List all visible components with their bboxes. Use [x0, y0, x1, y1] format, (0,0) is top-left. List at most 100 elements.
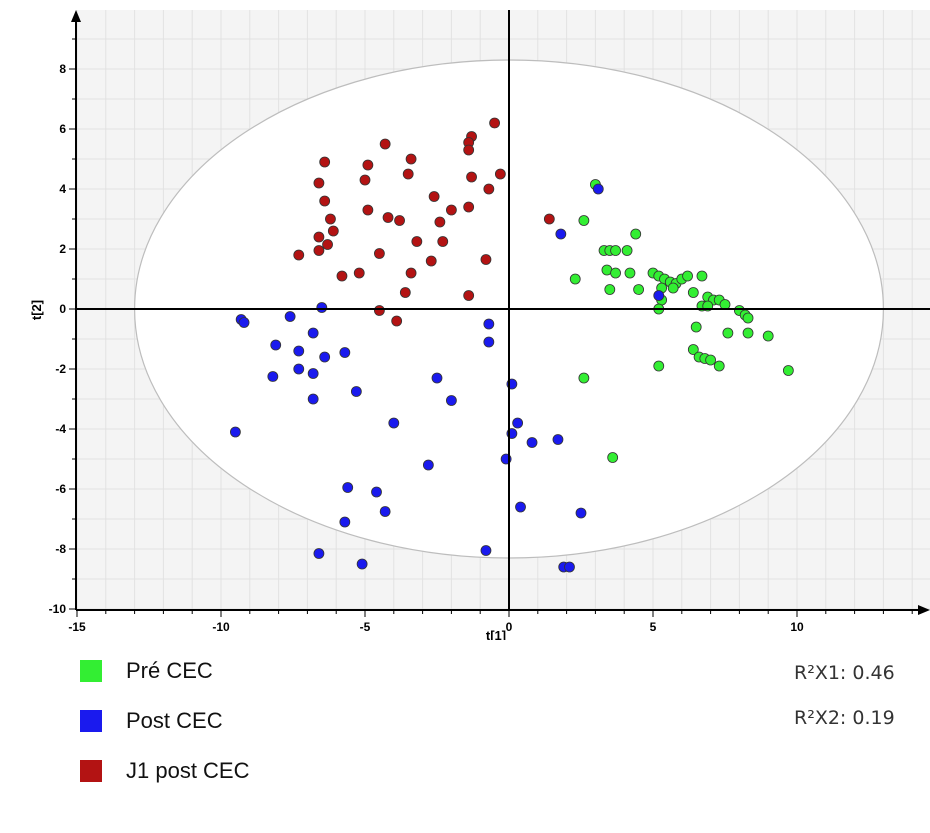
point-j1-post-cec: [362, 204, 374, 216]
point-j1-post-cec: [336, 270, 348, 282]
point-post-cec: [379, 506, 391, 517]
y-tick-label: -4: [55, 422, 66, 436]
point-pr-cec: [653, 360, 665, 372]
point-post-cec: [431, 372, 443, 384]
point-pr-cec: [578, 372, 590, 384]
point-j1-post-cec: [466, 171, 477, 183]
y-tick-label: -8: [55, 542, 66, 556]
point-j1-post-cec: [319, 195, 331, 207]
point-post-cec: [293, 363, 305, 375]
point-pr-cec: [624, 267, 636, 279]
point-post-cec: [339, 516, 351, 528]
point-post-cec: [313, 548, 325, 559]
point-j1-post-cec: [313, 177, 325, 189]
point-j1-post-cec: [399, 287, 411, 298]
point-pr-cec: [569, 273, 581, 285]
legend-item-post-cec: Post CEC: [80, 698, 440, 744]
legend-label: Post CEC: [126, 708, 223, 733]
point-post-cec: [388, 417, 400, 429]
point-post-cec: [422, 459, 434, 471]
x-axis-arrow: [918, 605, 930, 615]
point-j1-post-cec: [483, 183, 495, 195]
point-pr-cec: [762, 330, 774, 342]
point-j1-post-cec: [445, 204, 457, 216]
x-tick-label: 10: [790, 620, 804, 634]
r2x2-annotation: R²X2: 0.19: [794, 707, 895, 729]
point-j1-post-cec: [293, 249, 305, 261]
point-pr-cec: [633, 284, 644, 295]
point-j1-post-cec: [489, 117, 501, 129]
x-tick-label: 0: [506, 620, 513, 634]
y-tick-label: 2: [59, 242, 66, 256]
point-post-cec: [342, 482, 354, 493]
point-post-cec: [229, 426, 241, 438]
point-pr-cec: [610, 267, 621, 279]
point-pr-cec: [742, 312, 754, 324]
point-j1-post-cec: [405, 153, 417, 165]
point-post-cec: [653, 290, 665, 301]
r2x1-annotation: R²X1: 0.46: [794, 662, 895, 684]
point-pr-cec: [604, 284, 616, 295]
point-j1-post-cec: [463, 290, 475, 301]
point-post-cec: [238, 317, 250, 328]
legend-label: J1 post CEC: [126, 758, 250, 783]
point-post-cec: [371, 486, 382, 498]
point-post-cec: [350, 386, 362, 397]
point-post-cec: [555, 228, 567, 240]
point-j1-post-cec: [494, 168, 506, 180]
y-tick-label: -6: [55, 482, 66, 496]
point-j1-post-cec: [463, 144, 475, 156]
legend-swatch: [80, 760, 102, 782]
x-tick-label: -5: [360, 620, 371, 634]
point-j1-post-cec: [434, 216, 446, 228]
point-j1-post-cec: [313, 245, 325, 256]
point-pr-cec: [687, 287, 699, 298]
point-post-cec: [564, 561, 575, 573]
y-tick-label: -10: [49, 602, 67, 616]
y-tick-label: 0: [59, 302, 66, 316]
point-j1-post-cec: [319, 156, 331, 168]
point-j1-post-cec: [379, 138, 391, 150]
point-pr-cec: [722, 327, 734, 339]
point-j1-post-cec: [391, 315, 403, 327]
point-j1-post-cec: [411, 236, 423, 247]
point-post-cec: [267, 371, 279, 382]
point-post-cec: [356, 558, 368, 570]
point-pr-cec: [782, 365, 794, 376]
point-j1-post-cec: [402, 168, 414, 180]
point-post-cec: [483, 318, 495, 330]
legend-swatch: [80, 660, 102, 682]
point-post-cec: [316, 302, 328, 313]
point-j1-post-cec: [373, 248, 385, 259]
point-post-cec: [319, 351, 331, 363]
point-pr-cec: [630, 228, 642, 240]
point-pr-cec: [607, 452, 619, 463]
point-j1-post-cec: [437, 236, 449, 247]
y-axis-arrow: [71, 10, 81, 22]
point-j1-post-cec: [428, 191, 440, 202]
point-pr-cec: [696, 270, 708, 282]
point-j1-post-cec: [382, 212, 394, 223]
y-axis-label: t[2]: [29, 300, 44, 320]
x-tick-label: 5: [650, 620, 657, 634]
point-pr-cec: [687, 344, 699, 355]
x-tick-label: -15: [68, 620, 86, 634]
point-post-cec: [445, 395, 457, 406]
y-tick-label: 4: [59, 182, 66, 196]
point-pr-cec: [610, 245, 621, 256]
point-pr-cec: [705, 354, 716, 366]
point-post-cec: [307, 393, 319, 405]
point-post-cec: [592, 183, 604, 195]
x-axis-label: t[1]: [486, 628, 506, 640]
point-j1-post-cec: [322, 239, 333, 250]
point-j1-post-cec: [373, 305, 385, 316]
point-post-cec: [339, 347, 351, 358]
point-post-cec: [480, 545, 492, 556]
point-pr-cec: [713, 360, 725, 372]
y-tick-label: 8: [59, 62, 66, 76]
y-tick-label: 6: [59, 122, 66, 136]
point-j1-post-cec: [394, 215, 405, 226]
point-pr-cec: [578, 215, 590, 226]
point-j1-post-cec: [359, 174, 371, 186]
